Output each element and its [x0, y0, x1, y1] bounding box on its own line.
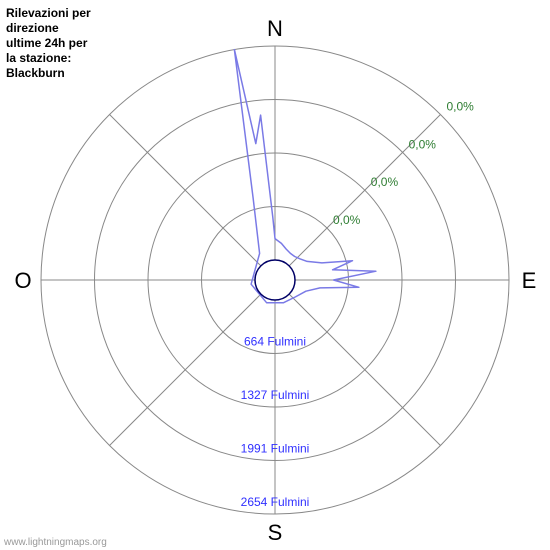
strike-label: 664 Fulmini [244, 335, 306, 349]
polar-chart: N E S O 0,0% 0,0% 0,0% 0,0% 664 Fulmini 1327 Fu… [0, 0, 550, 550]
percent-label: 0,0% [371, 175, 399, 189]
grid-spoke [289, 294, 440, 445]
cardinal-s: S [268, 520, 283, 545]
percent-label: 0,0% [409, 137, 437, 151]
strike-label: 2654 Fulmini [241, 495, 310, 509]
cardinal-w: O [14, 268, 31, 293]
data-polygon [234, 50, 376, 303]
percent-label: 0,0% [333, 213, 361, 227]
center-hole [255, 260, 295, 300]
percent-label: 0,0% [446, 100, 474, 114]
cardinal-e: E [522, 268, 537, 293]
strike-label: 1327 Fulmini [241, 388, 310, 402]
strike-label: 1991 Fulmini [241, 442, 310, 456]
grid-spoke [110, 294, 261, 445]
grid-spoke [110, 115, 261, 266]
cardinal-n: N [267, 16, 283, 41]
